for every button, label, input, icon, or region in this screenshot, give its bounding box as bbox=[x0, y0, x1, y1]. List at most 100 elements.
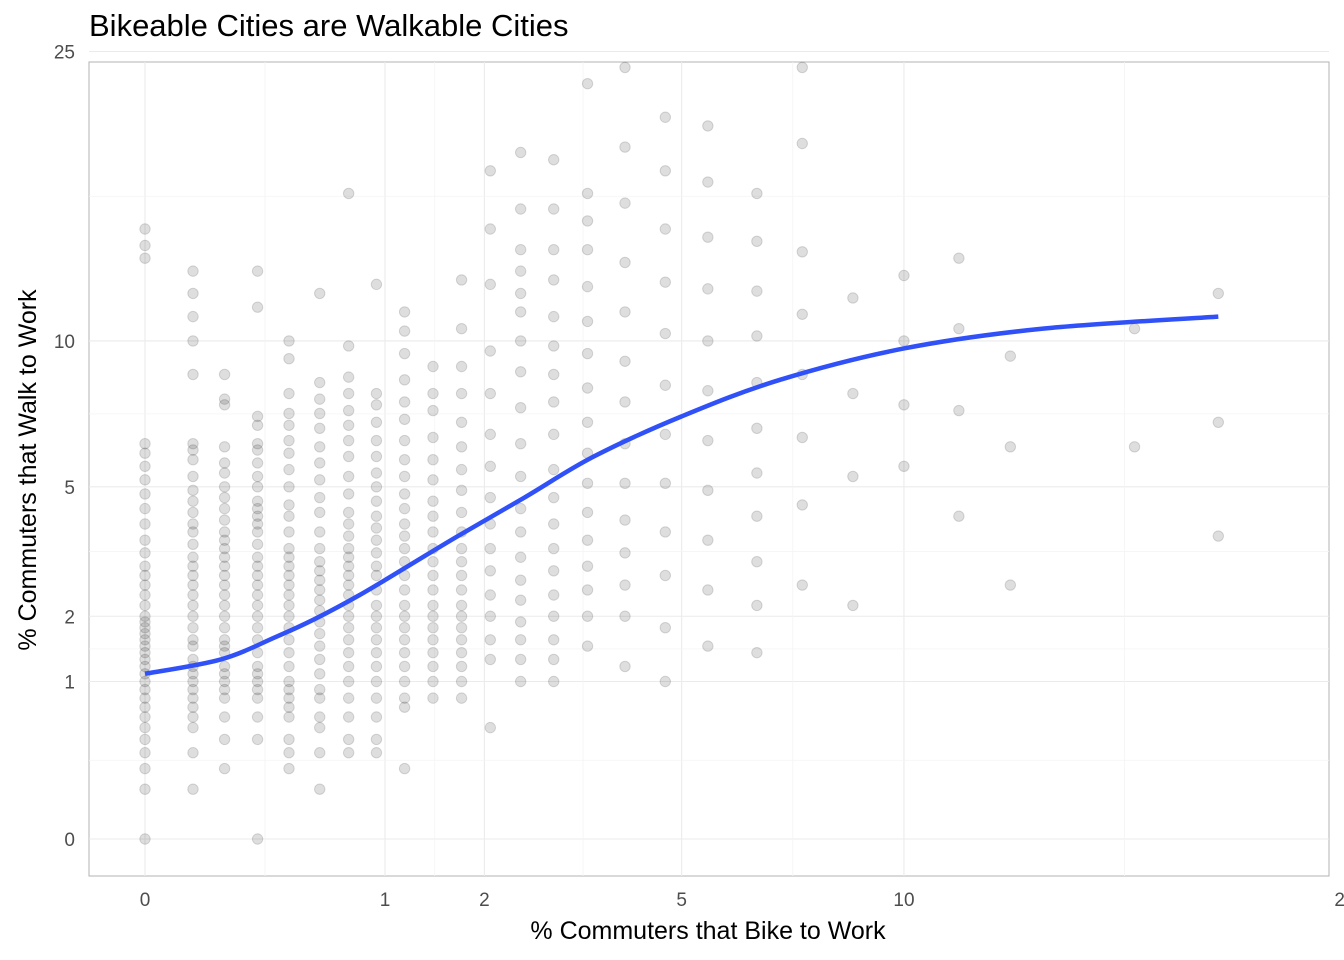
data-point bbox=[1128, 441, 1141, 453]
data-point bbox=[548, 634, 560, 646]
x-tick-label: 2 bbox=[479, 890, 490, 911]
data-point bbox=[139, 783, 151, 795]
data-point bbox=[139, 692, 151, 704]
data-point bbox=[251, 668, 264, 680]
data-point bbox=[187, 721, 199, 734]
data-point bbox=[398, 621, 411, 634]
data-point bbox=[398, 347, 411, 360]
data-point bbox=[283, 610, 295, 622]
data-point bbox=[484, 345, 496, 357]
data-point bbox=[1004, 350, 1017, 362]
data-point bbox=[342, 450, 355, 463]
data-point bbox=[251, 733, 264, 746]
data-point bbox=[548, 589, 560, 601]
data-point bbox=[398, 660, 411, 673]
data-point bbox=[187, 599, 199, 612]
data-point bbox=[659, 428, 672, 441]
data-point bbox=[548, 542, 560, 555]
data-point bbox=[370, 733, 383, 746]
data-point bbox=[548, 203, 560, 215]
data-point bbox=[398, 453, 411, 466]
data-point bbox=[251, 660, 264, 673]
data-point bbox=[139, 589, 151, 601]
data-point bbox=[139, 621, 151, 634]
data-point bbox=[898, 335, 910, 347]
data-point bbox=[427, 474, 439, 486]
data-point bbox=[251, 569, 264, 582]
data-point bbox=[751, 235, 763, 248]
data-point bbox=[283, 407, 295, 420]
data-point bbox=[342, 692, 355, 704]
data-point bbox=[370, 278, 383, 291]
data-point bbox=[187, 453, 199, 466]
data-point bbox=[484, 542, 496, 555]
data-point bbox=[548, 368, 560, 381]
data-point bbox=[342, 711, 355, 723]
data-point bbox=[139, 627, 151, 640]
data-point bbox=[398, 306, 411, 318]
data-point bbox=[187, 368, 199, 381]
data-point bbox=[342, 579, 355, 591]
data-point bbox=[283, 589, 295, 601]
data-point bbox=[139, 653, 151, 666]
data-point bbox=[218, 467, 231, 479]
data-point bbox=[370, 634, 383, 646]
data-point bbox=[548, 428, 560, 441]
y-tick-label: 2 bbox=[64, 607, 75, 628]
data-point bbox=[370, 560, 383, 572]
data-point bbox=[139, 762, 151, 775]
data-point bbox=[455, 322, 468, 335]
data-point bbox=[370, 711, 383, 723]
data-point bbox=[139, 560, 151, 572]
data-point bbox=[370, 547, 383, 559]
data-point bbox=[283, 660, 295, 673]
data-point bbox=[283, 747, 295, 759]
data-point bbox=[484, 278, 496, 291]
data-point bbox=[659, 379, 672, 391]
data-point bbox=[139, 534, 151, 546]
data-point bbox=[548, 310, 560, 323]
data-point bbox=[314, 542, 326, 555]
data-point bbox=[953, 510, 965, 522]
data-point bbox=[139, 640, 151, 652]
data-point bbox=[187, 610, 199, 622]
data-point bbox=[187, 579, 199, 591]
data-point bbox=[427, 431, 439, 444]
data-point bbox=[218, 569, 231, 582]
data-point bbox=[187, 518, 199, 530]
data-point bbox=[427, 526, 439, 538]
data-point bbox=[283, 560, 295, 572]
data-point bbox=[187, 640, 199, 652]
data-point bbox=[187, 495, 199, 507]
data-point bbox=[398, 584, 411, 596]
data-point bbox=[342, 340, 355, 352]
data-point bbox=[218, 621, 231, 634]
data-point bbox=[427, 555, 439, 568]
data-point bbox=[370, 434, 383, 447]
data-point bbox=[314, 457, 326, 469]
data-point bbox=[251, 711, 264, 723]
data-point bbox=[251, 419, 264, 431]
data-point bbox=[619, 256, 631, 269]
data-point bbox=[427, 495, 439, 507]
data-point bbox=[283, 352, 295, 365]
data-point bbox=[427, 569, 439, 582]
data-point bbox=[314, 594, 326, 606]
data-point bbox=[218, 733, 231, 746]
data-point bbox=[342, 747, 355, 759]
data-point bbox=[139, 488, 151, 500]
data-point bbox=[427, 660, 439, 673]
y-tick-label: 5 bbox=[64, 478, 75, 499]
data-point bbox=[187, 668, 199, 680]
data-point bbox=[314, 506, 326, 519]
data-point bbox=[370, 522, 383, 534]
data-point bbox=[581, 477, 594, 490]
data-point bbox=[398, 610, 411, 622]
data-point bbox=[139, 721, 151, 734]
data-point bbox=[1004, 579, 1017, 591]
data-point bbox=[139, 223, 151, 235]
data-point bbox=[514, 265, 527, 277]
data-point bbox=[484, 634, 496, 646]
